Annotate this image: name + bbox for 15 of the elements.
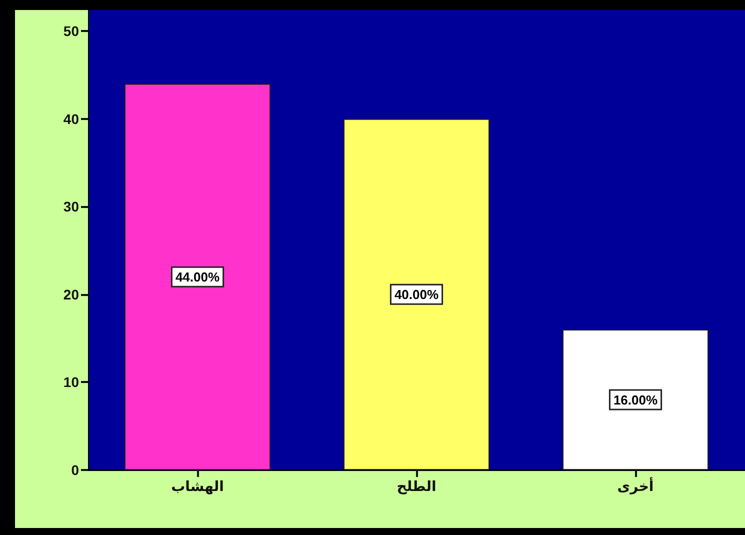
y-tick-label: 0 bbox=[71, 462, 80, 478]
bar bbox=[124, 84, 270, 470]
bar bbox=[344, 118, 490, 470]
bar bbox=[562, 330, 708, 470]
data-label: 40.00% bbox=[394, 286, 439, 302]
data-label: 44.00% bbox=[175, 269, 220, 284]
y-tick-label: 20 bbox=[63, 286, 80, 302]
x-tick-label: الطلح bbox=[396, 479, 436, 495]
y-tick-label: 30 bbox=[63, 198, 80, 215]
y-tick-label: 50 bbox=[63, 23, 80, 40]
y-tick-label: 10 bbox=[63, 374, 80, 390]
x-tick-label: الهشاب bbox=[171, 479, 224, 495]
y-tick-label: 40 bbox=[63, 110, 80, 127]
data-label: 16.00% bbox=[613, 392, 658, 408]
x-tick-label: أخرى bbox=[617, 477, 654, 495]
